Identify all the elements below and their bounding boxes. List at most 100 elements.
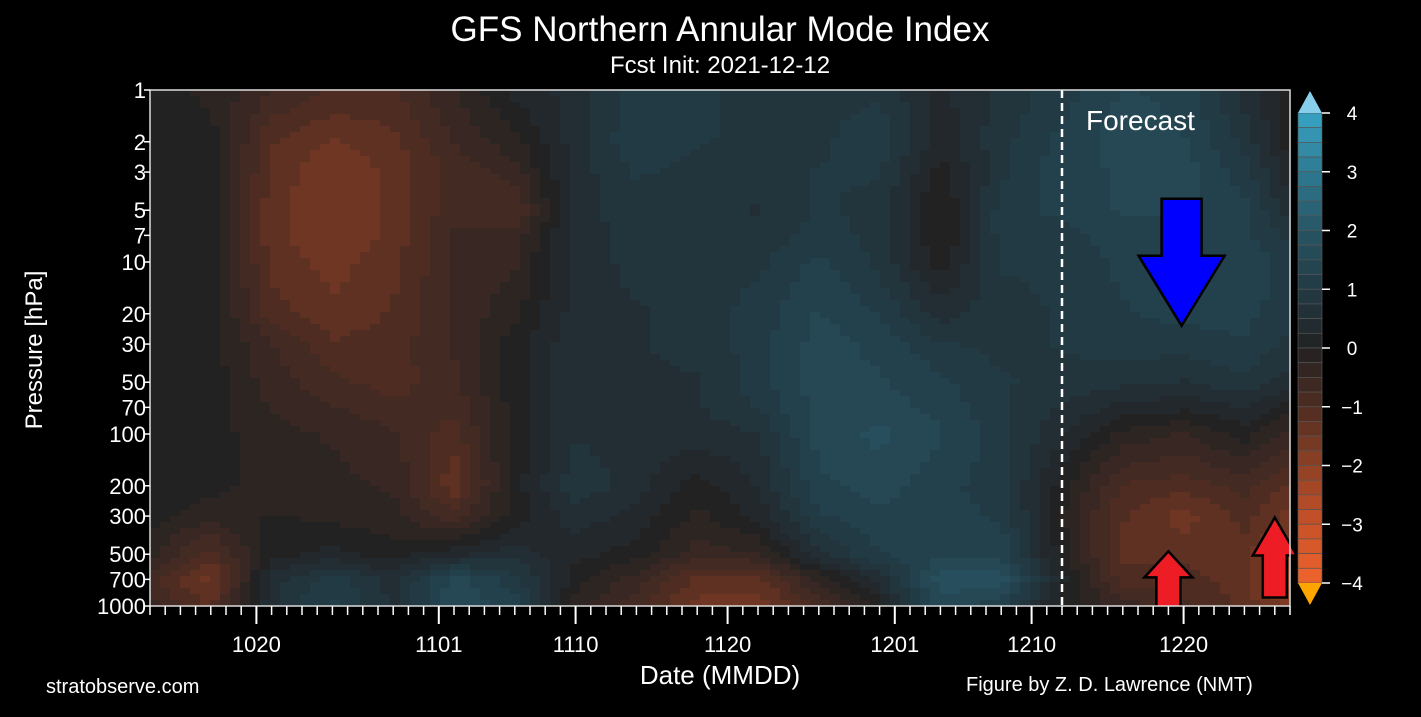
heatmap-cell	[490, 480, 501, 487]
heatmap-cell	[650, 300, 661, 307]
heatmap-cell	[440, 582, 451, 589]
heatmap-cell	[510, 558, 521, 565]
heatmap-cell	[150, 408, 161, 415]
heatmap-cell	[510, 102, 521, 109]
heatmap-cell	[400, 336, 411, 343]
heatmap-cell	[450, 336, 461, 343]
heatmap-cell	[300, 348, 311, 355]
heatmap-cell	[670, 120, 681, 127]
heatmap-cell	[470, 234, 481, 241]
heatmap-cell	[410, 504, 421, 511]
heatmap-cell	[490, 342, 501, 349]
heatmap-cell	[490, 576, 501, 583]
heatmap-cell	[240, 198, 251, 205]
heatmap-cell	[450, 384, 461, 391]
heatmap-cell	[240, 258, 251, 265]
heatmap-cell	[220, 180, 231, 187]
heatmap-cell	[640, 468, 651, 475]
heatmap-cell	[580, 360, 591, 367]
heatmap-cell	[210, 504, 221, 511]
heatmap-cell	[300, 294, 311, 301]
heatmap-cell	[290, 438, 301, 445]
heatmap-cell	[450, 162, 461, 169]
heatmap-cell	[410, 498, 421, 505]
heatmap-cell	[290, 258, 301, 265]
heatmap-cell	[370, 330, 381, 337]
heatmap-cell	[550, 480, 561, 487]
heatmap-cell	[330, 366, 341, 373]
heatmap-cell	[280, 222, 291, 229]
heatmap-cell	[340, 276, 351, 283]
heatmap-cell	[240, 504, 251, 511]
heatmap-cell	[610, 570, 621, 577]
heatmap-cell	[530, 390, 541, 397]
heatmap-cell	[550, 90, 561, 97]
heatmap-cell	[250, 228, 261, 235]
heatmap-cell	[420, 384, 431, 391]
heatmap-cell	[340, 252, 351, 259]
heatmap-cell	[170, 198, 181, 205]
heatmap-cell	[520, 546, 531, 553]
heatmap-cell	[430, 528, 441, 535]
heatmap-cell	[360, 378, 371, 385]
heatmap-cell	[540, 174, 551, 181]
heatmap-cell	[700, 276, 711, 283]
heatmap-cell	[520, 204, 531, 211]
heatmap-cell	[150, 540, 161, 547]
heatmap-cell	[190, 96, 201, 103]
heatmap-cell	[590, 300, 601, 307]
heatmap-cell	[580, 534, 591, 541]
heatmap-cell	[560, 552, 571, 559]
heatmap-cell	[430, 576, 441, 583]
heatmap-cell	[600, 150, 611, 157]
heatmap-cell	[510, 168, 521, 175]
heatmap-cell	[340, 228, 351, 235]
heatmap-cell	[660, 408, 671, 415]
heatmap-cells	[150, 90, 1291, 607]
heatmap-cell	[270, 402, 281, 409]
heatmap-cell	[270, 144, 281, 151]
heatmap-cell	[270, 486, 281, 493]
heatmap-cell	[280, 456, 291, 463]
heatmap-cell	[620, 198, 631, 205]
heatmap-cell	[220, 438, 231, 445]
heatmap-cell	[180, 180, 191, 187]
heatmap-cell	[440, 90, 451, 97]
heatmap-cell	[460, 162, 471, 169]
heatmap-cell	[190, 282, 201, 289]
heatmap-cell	[440, 294, 451, 301]
heatmap-cell	[670, 540, 681, 547]
heatmap-cell	[430, 426, 441, 433]
heatmap-cell	[280, 516, 291, 523]
heatmap-cell	[440, 288, 451, 295]
heatmap-cell	[550, 486, 561, 493]
heatmap-cell	[210, 408, 221, 415]
heatmap-cell	[390, 450, 401, 457]
heatmap-cell	[710, 276, 721, 283]
heatmap-cell	[300, 384, 311, 391]
heatmap-cell	[730, 90, 741, 97]
heatmap-cell	[210, 150, 221, 157]
heatmap-cell	[250, 342, 261, 349]
heatmap-cell	[560, 396, 571, 403]
heatmap-cell	[490, 288, 501, 295]
heatmap-cell	[280, 108, 291, 115]
heatmap-cell	[280, 342, 291, 349]
heatmap-cell	[480, 396, 491, 403]
heatmap-cell	[440, 366, 451, 373]
heatmap-cell	[630, 576, 641, 583]
heatmap-cell	[240, 516, 251, 523]
heatmap-cell	[690, 240, 701, 247]
heatmap-cell	[530, 408, 541, 415]
heatmap-cell	[570, 390, 581, 397]
heatmap-cell	[670, 570, 681, 577]
heatmap-cell	[480, 468, 491, 475]
heatmap-cell	[150, 348, 161, 355]
heatmap-cell	[420, 522, 431, 529]
heatmap-cell	[620, 546, 631, 553]
heatmap-cell	[560, 108, 571, 115]
heatmap-cell	[610, 300, 621, 307]
heatmap-cell	[490, 402, 501, 409]
heatmap-cell	[550, 216, 561, 223]
heatmap-cell	[380, 366, 391, 373]
